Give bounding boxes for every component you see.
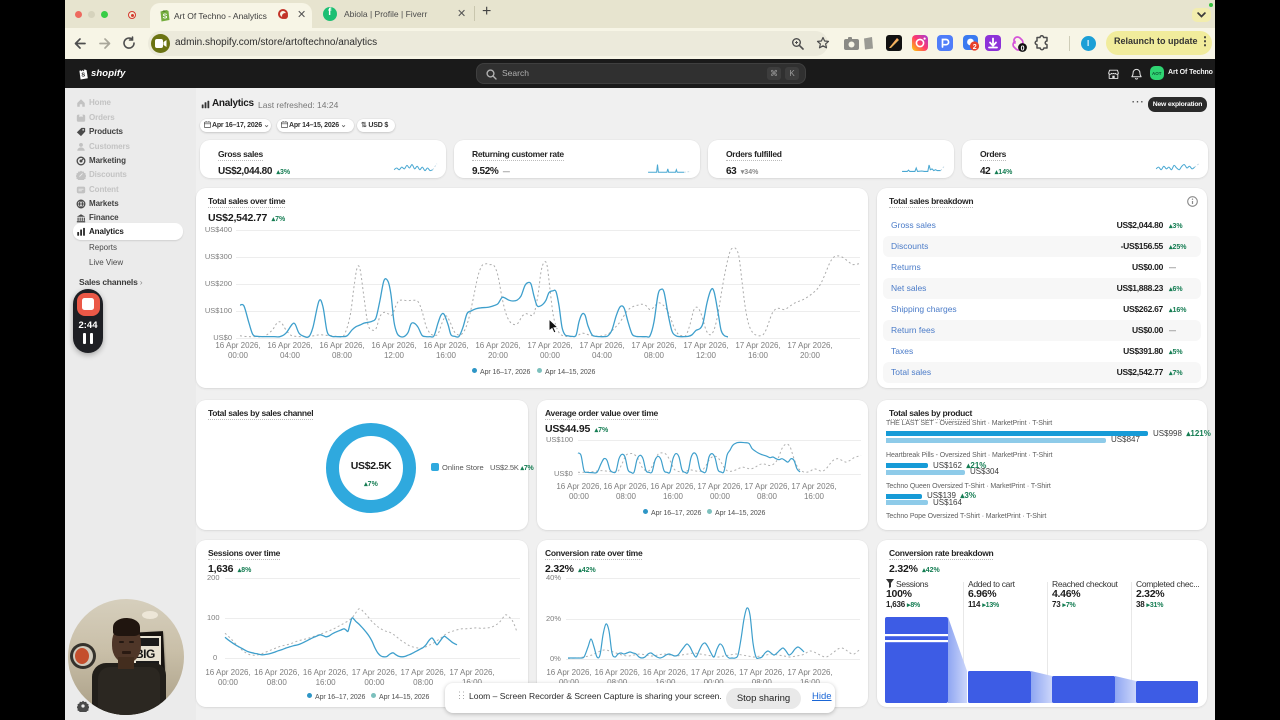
svg-text:0: 0 [1021, 45, 1025, 52]
svg-text:S: S [81, 73, 85, 79]
svg-text:S: S [163, 14, 168, 21]
svg-text:2: 2 [973, 44, 977, 51]
